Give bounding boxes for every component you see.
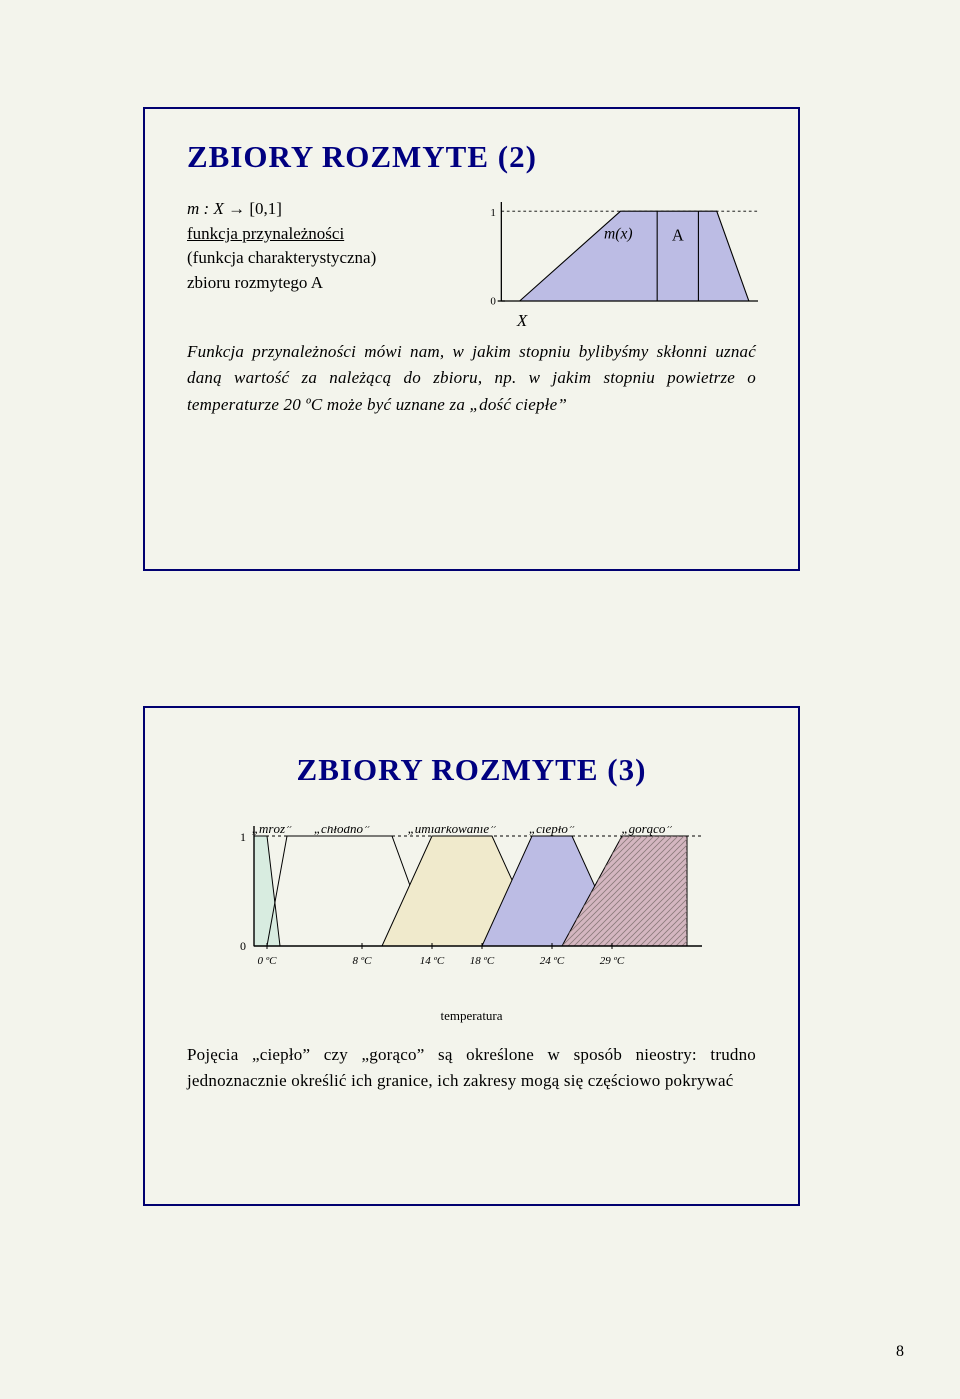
x-axis-label: temperatura (232, 1008, 712, 1024)
set-label: A (672, 226, 684, 245)
ytick-1: 1 (490, 207, 496, 219)
slide-title: ZBIORY ROZMYTE (3) (187, 752, 756, 788)
slide-title: ZBIORY ROZMYTE (2) (187, 139, 756, 175)
svg-text:8 ºC: 8 ºC (352, 955, 372, 967)
membership-chart: 1 0 m(x) A X (483, 197, 758, 317)
temperature-chart: 1 0 „mróz” „chłodno” „umiarkowanie” „cie… (232, 826, 712, 1024)
svg-text:„gorąco”: „gorąco” (621, 826, 672, 836)
svg-text:29 ºC: 29 ºC (599, 955, 624, 967)
line-4: zbioru rozmytego A (187, 271, 483, 296)
slide-fuzzy-sets-3: ZBIORY ROZMYTE (3) (143, 706, 800, 1206)
content-row: m : X → [0,1] funkcja przynależności (fu… (187, 197, 756, 317)
svg-text:0 ºC: 0 ºC (257, 955, 277, 967)
x-axis-label: X (517, 311, 527, 331)
svg-text:18 ºC: 18 ºC (469, 955, 494, 967)
ytick-1: 1 (240, 830, 246, 844)
svg-text:„ciepło”: „ciepło” (528, 826, 574, 836)
svg-text:24 ºC: 24 ºC (539, 955, 564, 967)
membership-fn-signature: m : X → [0,1] (187, 197, 483, 222)
svg-text:„chłodno”: „chłodno” (313, 826, 369, 836)
svg-text:„umiarkowanie”: „umiarkowanie” (407, 826, 496, 836)
svg-text:„mróz”: „mróz” (251, 826, 291, 836)
definition-text: m : X → [0,1] funkcja przynależności (fu… (187, 197, 483, 317)
ytick-0: 0 (490, 296, 496, 308)
svg-text:14 ºC: 14 ºC (419, 955, 444, 967)
description-paragraph: Funkcja przynależności mówi nam, w jakim… (187, 339, 756, 418)
ytick-0: 0 (240, 939, 246, 953)
line-2: funkcja przynależności (187, 222, 483, 247)
description-paragraph: Pojęcia „ciepło” czy „gorąco” są określo… (187, 1042, 756, 1095)
curve-label: m(x) (604, 226, 633, 243)
page-number: 8 (896, 1343, 904, 1361)
line-3: (funkcja charakterystyczna) (187, 246, 483, 271)
slide-fuzzy-sets-2: ZBIORY ROZMYTE (2) m : X → [0,1] funkcja… (143, 107, 800, 571)
